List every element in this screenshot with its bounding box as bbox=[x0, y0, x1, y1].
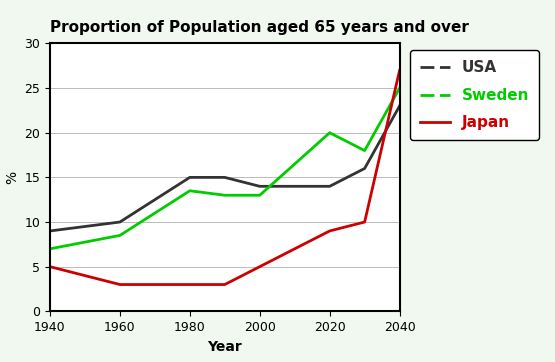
Legend: USA, Sweden, Japan: USA, Sweden, Japan bbox=[410, 50, 539, 140]
Text: Proportion of Population aged 65 years and over: Proportion of Population aged 65 years a… bbox=[50, 20, 469, 35]
Y-axis label: %: % bbox=[5, 171, 19, 184]
X-axis label: Year: Year bbox=[208, 340, 242, 354]
